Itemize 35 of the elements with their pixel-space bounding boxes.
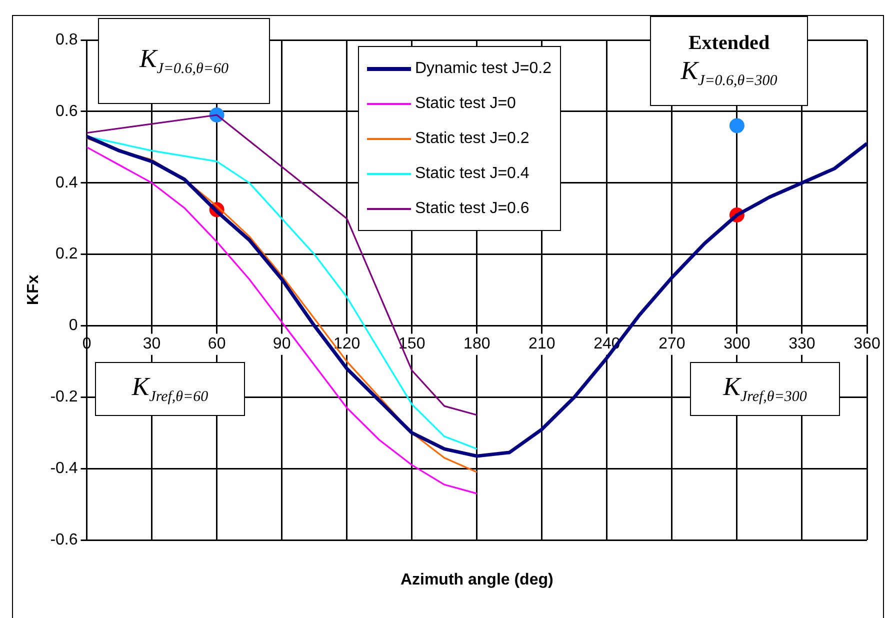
annotation: K$_{J=0.6,θ=300}$ [680,55,778,91]
legend-label: Dynamic test J=0.2 [415,60,552,78]
x-tick-label: 330 [788,336,816,353]
y-tick-label: -0.4 [50,460,78,477]
y-tick-label: 0.8 [56,31,78,48]
legend-label: Static test J=0.2 [415,130,530,148]
y-tick-label: -0.2 [50,388,78,406]
note-box: K$_{Jref,θ=300}$ [690,362,840,416]
x-tick-label: 120 [333,336,360,353]
note-box: K$_{Jref,θ=60}$ [95,362,245,416]
note-box: K$_{J=0.6,θ=60}$ [98,18,270,104]
x-tick-label: 30 [142,336,161,353]
legend-label: Static test J=0.4 [415,164,530,182]
x-tick-label: 210 [528,336,556,353]
x-tick-label: 90 [272,336,291,353]
point [729,118,744,134]
note-box: Extended K$_{J=0.6,θ=300}$ [650,16,808,106]
y-tick-label: 0 [68,317,78,334]
legend-label: Static test J=0.6 [415,200,530,218]
y-tick-label: 0.6 [56,102,78,120]
x-tick-label: 180 [464,336,490,353]
y-tick-label: 0.4 [56,174,78,192]
annotation: K$_{Jref,θ=60}$ [132,371,208,407]
x-tick-label: 60 [208,336,226,353]
x-tick-label: 360 [854,336,880,353]
legend-label: Static test J=0 [415,94,516,112]
annotation: K$_{Jref,θ=300}$ [723,371,807,407]
x-tick-label: 300 [724,336,750,353]
y-tick-label: -0.6 [50,531,78,548]
x-tick-label: 270 [658,336,686,353]
annotation: Extended [688,31,770,56]
y-axis-title: KFx [25,274,42,306]
annotation: K$_{J=0.6,θ=60}$ [139,43,229,79]
x-axis-title: Azimuth angle (deg) [400,571,554,588]
y-tick-label: 0.2 [56,246,78,263]
